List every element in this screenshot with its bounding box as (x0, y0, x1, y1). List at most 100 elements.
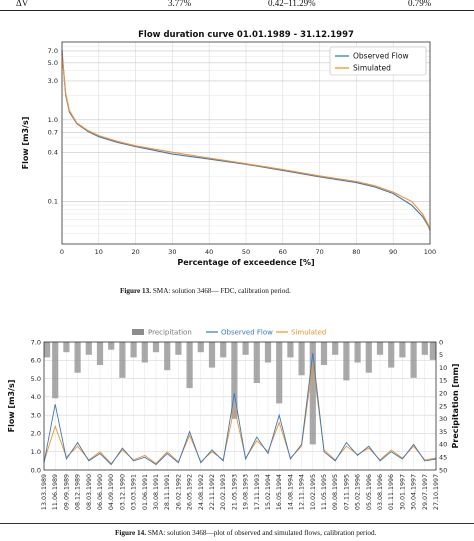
ts-xtick-label: 03.03.1991 (131, 474, 138, 510)
table-row: ΔV 3.77% 0.42–11.29% 0.79% (0, 0, 474, 11)
ts-precip-bar (175, 342, 182, 355)
figure-13-caption-label: Figure 13. (120, 287, 152, 295)
ts-precip-bar (320, 342, 328, 365)
figure-13-caption-text: SMA: solution 3468— FDC, calibration per… (151, 287, 291, 295)
fdc-legend: Observed Flow Simulated (329, 46, 427, 76)
table-cell-2: 0.42–11.29% (268, 0, 316, 8)
ts-precip-bar (152, 342, 160, 353)
ts-xtick-label: 30.08.1991 (153, 474, 160, 510)
ts-xtick-label: 08.12.1989 (75, 474, 82, 510)
fdc-ytick-label: 0.4 (48, 149, 58, 157)
ts-ytick-label: 0.0 (31, 466, 41, 474)
ts-precip-bar (242, 342, 249, 355)
ts-precip-bar (309, 342, 316, 445)
ts-xtick-label: 05.02.1996 (355, 474, 362, 510)
ts-xtick-label: 30.04.1997 (411, 474, 418, 510)
ts-precip-bar (74, 342, 81, 373)
ts-precip-bar (410, 342, 417, 378)
fdc-ytick-label: 7.0 (48, 47, 58, 55)
ts-xtick-label: 17.11.1993 (254, 474, 261, 510)
ts-simulated-line (43, 363, 437, 465)
fdc-xlabel: Percentage of exceedence [%] (177, 258, 314, 267)
ts-precip-bar (332, 342, 339, 355)
ts-xtick-label: 26.02.1992 (175, 474, 182, 510)
ts-precip-bar (421, 342, 428, 355)
ts-precip-bar (186, 342, 193, 389)
ts-xtick-label: 26.05.1992 (187, 474, 194, 510)
ts-precip-bar (365, 342, 372, 373)
ts-y2tick-label: 15 (439, 377, 447, 385)
fdc-xtick-label: 80 (352, 248, 360, 256)
fdc-observed-line (61, 49, 431, 231)
ts-precip-bar (287, 342, 294, 358)
ts-y2tick-label: 35 (439, 428, 447, 436)
ts-xtick-label: 09.08.1995 (332, 474, 339, 510)
ts-precip-bar (130, 342, 137, 358)
ts-precip-bar (388, 342, 395, 368)
ts-y2tick-label: 5 (439, 351, 443, 359)
fdc-xtick-label: 30 (168, 248, 176, 256)
table-cell-3: 0.79% (408, 0, 432, 8)
ts-xtick-label: 22.11.1992 (209, 474, 216, 510)
ts-xtick-label: 28.11.1991 (164, 474, 171, 510)
fdc-title: Flow duration curve 01.01.1989 - 31.12.1… (138, 30, 354, 40)
ts-xtick-label: 08.03.1990 (86, 474, 93, 510)
ts-precip-bar (264, 342, 272, 363)
ts-precip-bar (52, 342, 59, 399)
figure-14-caption-label: Figure 14. (115, 529, 147, 537)
ts-y2tick-label: 45 (439, 454, 447, 462)
ts-ytick-label: 2.0 (31, 430, 41, 438)
ts-xtick-label: 09.09.1989 (63, 474, 70, 510)
ts-ytick-label: 5.0 (31, 375, 41, 383)
ts-xtick-label: 27.10.1997 (433, 474, 440, 510)
fdc-xtick-label: 100 (424, 248, 436, 256)
ts-xtick-label: 29.07.1997 (422, 474, 429, 510)
ts-precip-bar (343, 342, 350, 381)
ts-xtick-label: 11.06.1989 (52, 474, 59, 510)
ts-xtick-label: 12.11.1994 (299, 474, 306, 510)
ts-ytick-label: 4.0 (31, 393, 41, 401)
ts-precip-bar (96, 342, 104, 365)
ts-precip-bar (399, 342, 406, 358)
ts-xtick-label: 20.02.1993 (220, 474, 227, 510)
ts-xtick-label: 07.11.1995 (343, 474, 350, 510)
ts-precip-bar (253, 342, 260, 383)
ts-precip-bar (354, 342, 361, 363)
ts-precip-bar (119, 342, 126, 378)
ts-xtick-label: 11.05.1995 (321, 474, 328, 510)
ts-precip-bar (276, 342, 283, 404)
fdc-xtick-label: 60 (279, 248, 287, 256)
flow-timeseries-chart: 0.0 1.0 2.0 3.0 4.0 5.0 6.0 7.0 0 5 10 15 20 25 30 35 40… (7, 329, 460, 511)
fdc-xtick-label: 90 (389, 248, 397, 256)
ts-y2tick-label: 0 (439, 338, 443, 346)
ts-xtick-label: 24.08.1992 (198, 474, 205, 510)
ts-xtick-label: 21.05.1993 (231, 474, 238, 510)
fdc-ytick-label: 0.7 (48, 129, 58, 137)
ts-precip-bar (220, 342, 227, 358)
legend-label-observed-flow: Observed Flow (221, 329, 273, 337)
ts-precip-bar (197, 342, 204, 353)
ts-xtick-label: 10.02.1995 (310, 474, 317, 510)
ts-precip-bar (376, 342, 384, 355)
ts-y2label: Precipitation [mm] (451, 364, 460, 449)
table-cell-label: ΔV (16, 0, 29, 8)
ts-precip-bar (429, 342, 436, 360)
ts-xtick-label: 03.08.1996 (377, 474, 384, 510)
fdc-chart: 0 10 20 30 40 50 60 70 80 90 100 0.1 0.4 0.7 1.0 3.0 5.0… (21, 30, 436, 267)
ts-y2tick-label: 40 (439, 441, 447, 449)
ts-y2tick-label: 25 (439, 402, 447, 410)
ts-precip-bar (231, 342, 238, 419)
fdc-xtick-label: 0 (60, 248, 64, 256)
ts-precip-bar (298, 342, 305, 376)
fdc-xtick-label: 10 (95, 248, 103, 256)
ts-precip-bar (44, 342, 51, 358)
fdc-xtick-label: 50 (242, 248, 250, 256)
ts-ylabel: Flow [m3/s] (7, 380, 16, 433)
ts-xtick-label: 06.06.1990 (97, 474, 104, 510)
table-cell-1: 3.77% (168, 0, 192, 8)
figure-14-caption: Figure 14. SMA: solution 3468—plot of ob… (115, 529, 376, 537)
legend-swatch-precipitation (132, 329, 144, 335)
ts-xtick-label: 19.08.1993 (243, 474, 250, 510)
figure-13-caption: Figure 13. SMA: solution 3468— FDC, cali… (120, 287, 291, 295)
ts-xtick-label: 03.12.1990 (119, 474, 126, 510)
